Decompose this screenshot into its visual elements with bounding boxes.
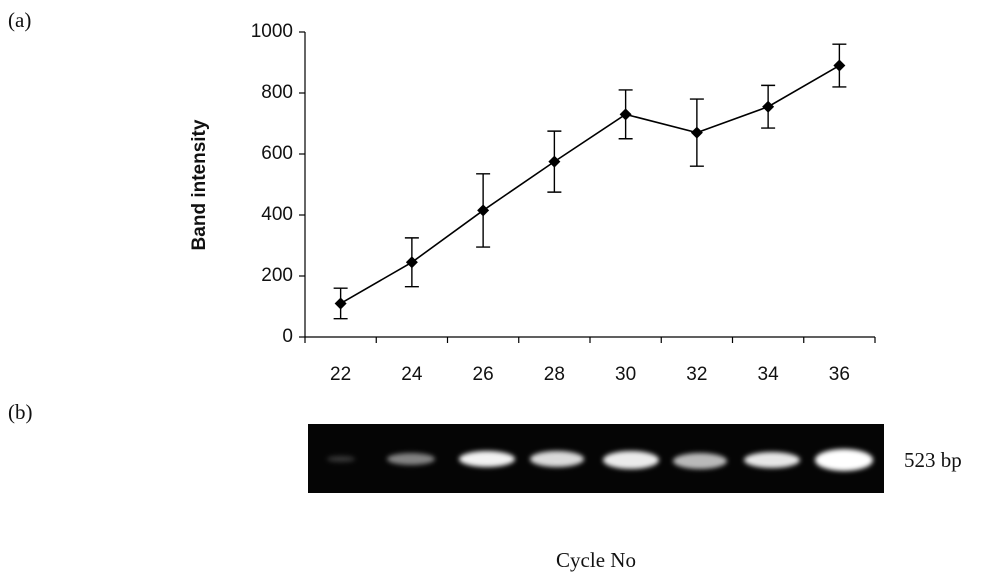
- marker: [477, 204, 489, 216]
- band-label: 523 bp: [904, 448, 962, 472]
- marker: [548, 156, 560, 168]
- figure: (a) (b) Band intensity Cycle No 523 bp 0…: [0, 0, 994, 582]
- x-tick-label: 34: [758, 364, 780, 385]
- x-axis-label: Cycle No: [556, 548, 636, 572]
- y-tick-label: 800: [261, 82, 293, 103]
- x-tick-label: 32: [686, 364, 707, 385]
- marker: [762, 101, 774, 113]
- y-axis-label: Band intensity: [189, 119, 210, 250]
- x-tick-label: 36: [829, 364, 850, 385]
- marker: [620, 108, 632, 120]
- x-tick-label: 24: [401, 364, 423, 385]
- x-tick-label: 30: [615, 364, 636, 385]
- marker: [833, 60, 845, 72]
- marker: [335, 297, 347, 309]
- panel-label: (b): [8, 400, 33, 424]
- marker: [406, 256, 418, 268]
- y-tick-label: 400: [261, 204, 293, 225]
- marker: [691, 127, 703, 139]
- x-tick-label: 28: [544, 364, 565, 385]
- gel-image: [308, 424, 884, 493]
- x-tick-label: 22: [330, 364, 351, 385]
- y-tick-label: 600: [261, 143, 293, 164]
- y-tick-label: 200: [261, 265, 293, 286]
- x-tick-label: 26: [473, 364, 494, 385]
- y-tick-label: 1000: [251, 21, 293, 42]
- panel-label: (a): [8, 8, 31, 32]
- data-line: [341, 66, 840, 304]
- y-tick-label: 0: [282, 326, 293, 347]
